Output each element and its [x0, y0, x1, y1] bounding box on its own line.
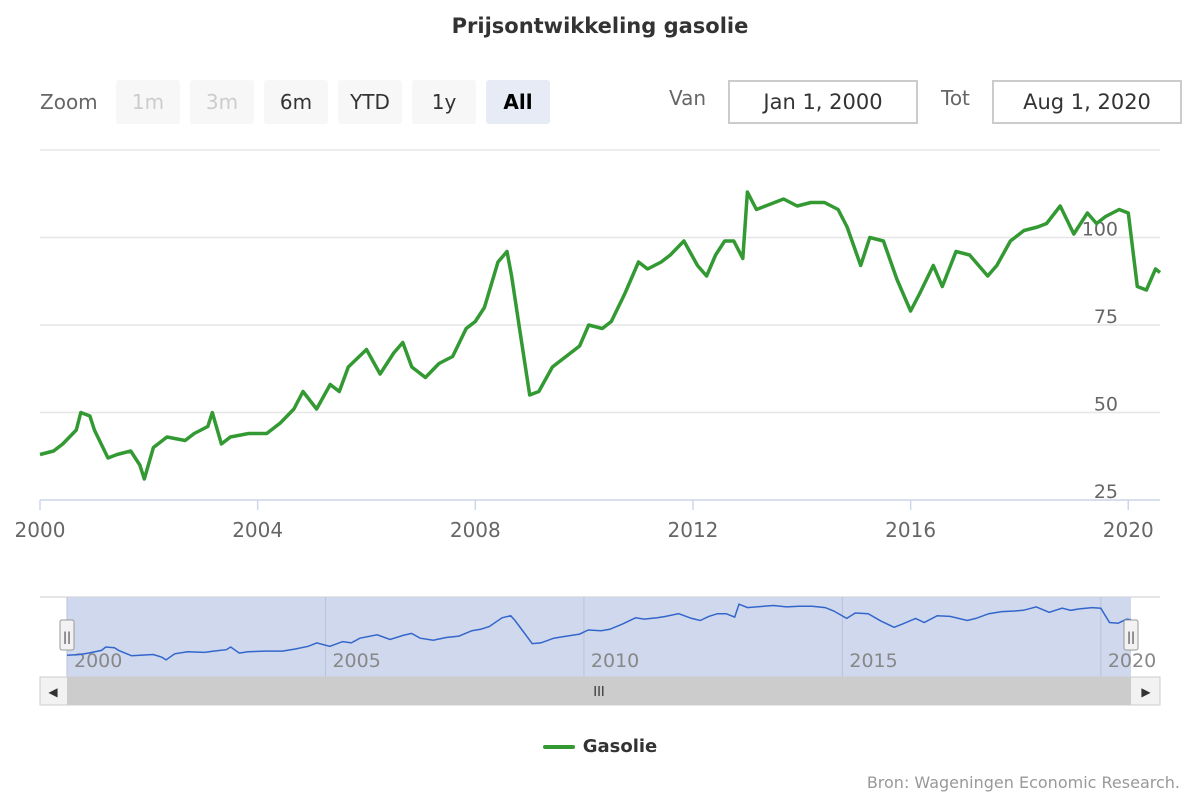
y-tick-label: 50	[1094, 394, 1118, 416]
y-tick-label: 75	[1094, 306, 1118, 328]
zoom-6m-button[interactable]: 6m	[264, 80, 328, 124]
x-tick-label: 2012	[668, 518, 719, 542]
scroll-left-arrow-icon[interactable]: ◀	[48, 685, 58, 699]
navigator-series-line	[66, 603, 1132, 661]
from-date-input[interactable]: Jan 1, 2000	[728, 80, 918, 124]
scrollbar-thumb[interactable]	[67, 677, 1131, 705]
navigator-year-label: 2000	[74, 650, 122, 672]
zoom-ytd-button[interactable]: YTD	[338, 80, 402, 124]
navigator-year-label: 2010	[591, 650, 639, 672]
x-axis: 2000 2004 2008 2012 2016 2020	[15, 499, 1160, 542]
to-label: Tot	[941, 86, 970, 110]
y-tick-label: 25	[1094, 481, 1118, 503]
navigator-year-label: 2005	[332, 650, 380, 672]
to-date-input[interactable]: Aug 1, 2020	[992, 80, 1182, 124]
legend-swatch	[542, 745, 575, 749]
navigator-year-label: 2015	[849, 650, 897, 672]
navigator-year-label: 2020	[1108, 650, 1156, 672]
zoom-3m-button[interactable]: 3m	[190, 80, 254, 124]
handle-grip: ||	[63, 630, 71, 644]
x-tick-label: 2008	[450, 518, 501, 542]
zoom-1m-button[interactable]: 1m	[116, 80, 180, 124]
gasolie-series-line	[39, 190, 1162, 481]
gasolie-points	[39, 191, 1162, 481]
navigator-selected-range[interactable]	[67, 597, 1131, 677]
x-tick-label: 2020	[1103, 518, 1154, 542]
grid-lines	[40, 149, 1160, 414]
y-axis-labels: 25 50 75 100	[1082, 219, 1118, 504]
y-tick-label: 100	[1082, 219, 1118, 241]
zoom-1y-button[interactable]: 1y	[412, 80, 476, 124]
x-tick-label: 2000	[15, 518, 66, 542]
legend-item-gasolie[interactable]: Gasolie	[0, 736, 1200, 757]
navigator-right-handle[interactable]: ||	[1123, 619, 1139, 651]
legend-label: Gasolie	[582, 736, 658, 757]
navigator-left-handle[interactable]: ||	[59, 619, 75, 651]
handle-grip: ||	[1127, 630, 1135, 644]
navigator: 2000 2005 2010 2015 2020 || || III ◀ ▶	[39, 596, 1161, 706]
credits[interactable]: Bron: Wageningen Economic Research.	[866, 773, 1180, 792]
x-tick-label: 2016	[885, 518, 936, 542]
zoom-label: Zoom	[40, 90, 98, 114]
scrollbar-grip: III	[593, 685, 605, 700]
scroll-right-arrow-icon[interactable]: ▶	[1141, 685, 1151, 699]
x-tick-label: 2004	[232, 518, 283, 542]
from-label: Van	[669, 86, 707, 110]
chart-title: Prijsontwikkeling gasolie	[451, 14, 749, 38]
zoom-all-button[interactable]: All	[486, 80, 550, 124]
